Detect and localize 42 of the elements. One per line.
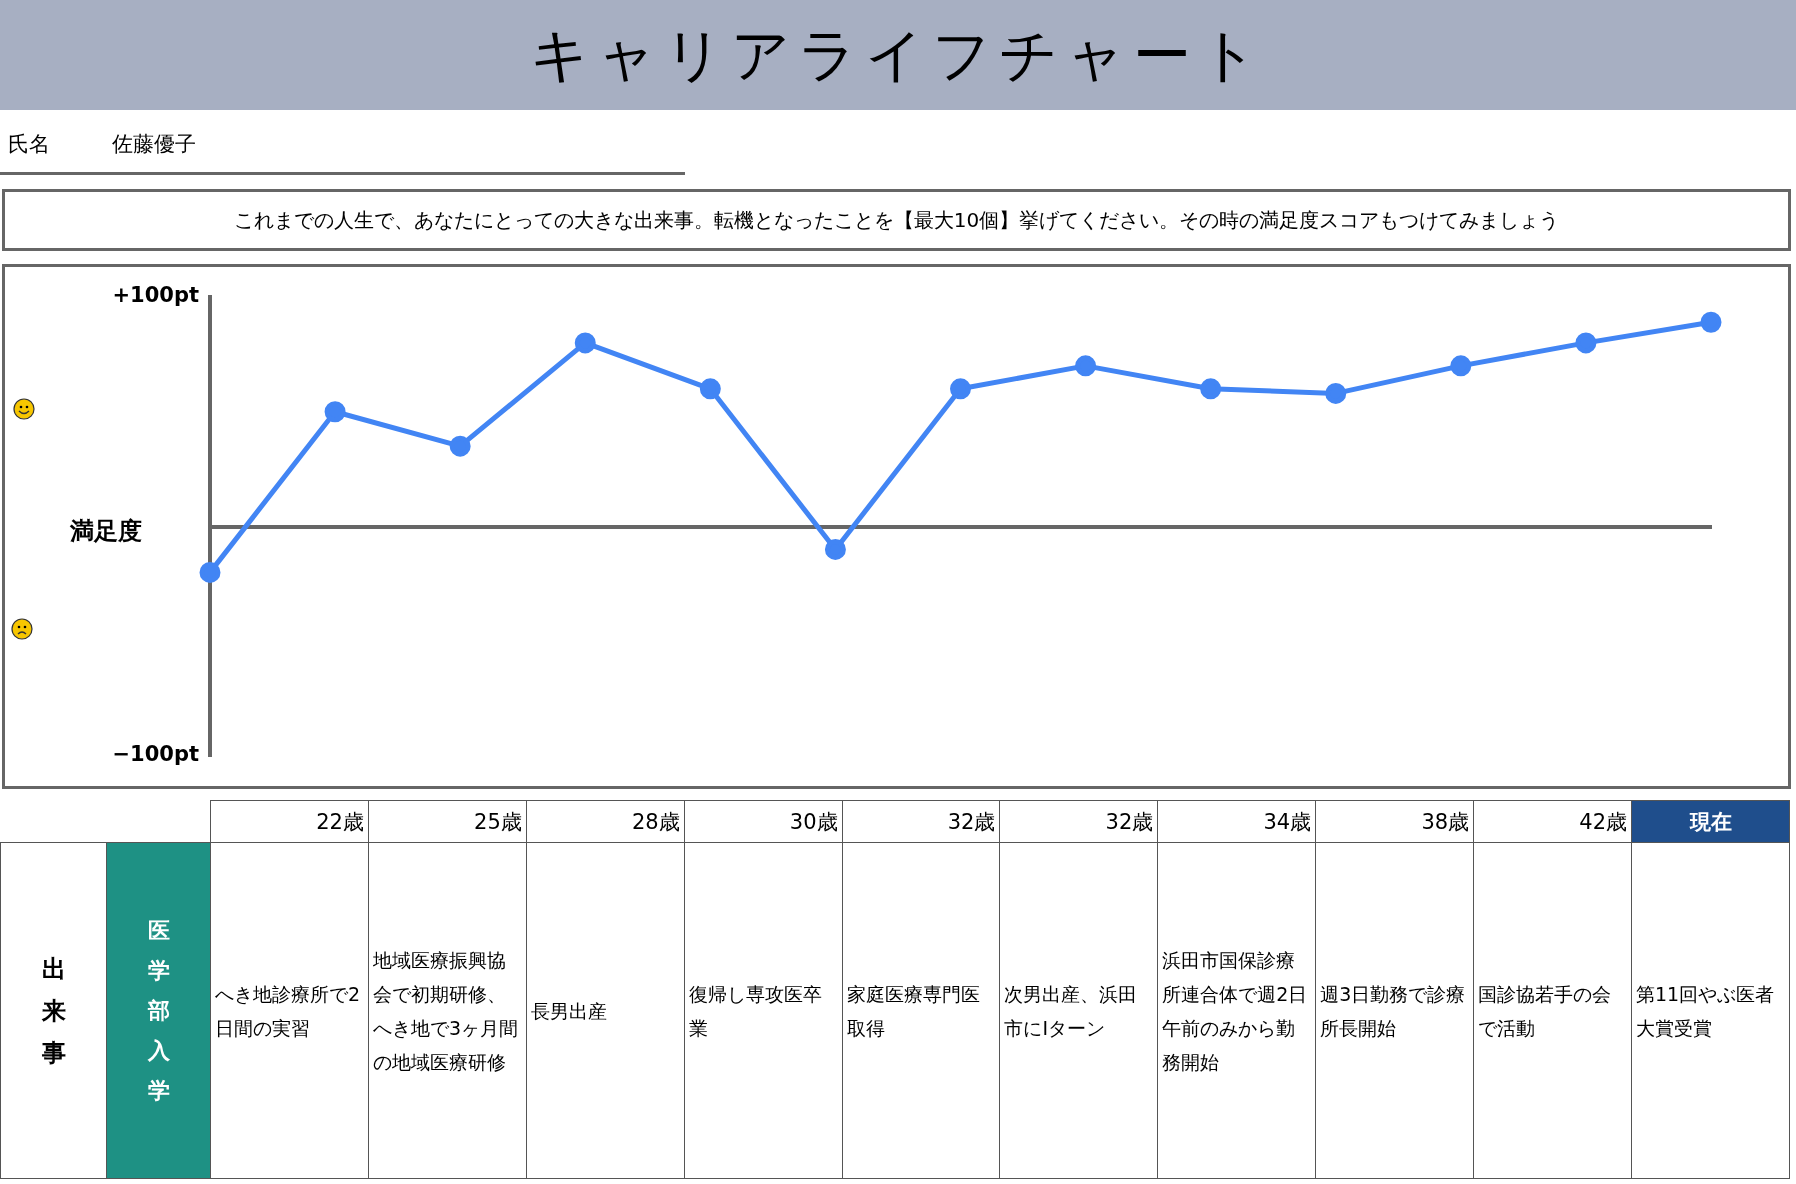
text: 32歳	[999, 800, 1158, 843]
point	[1325, 382, 1347, 404]
chart-title: キャリアライフチャート	[0, 0, 1796, 110]
point	[449, 435, 471, 457]
text: 次男出産、浜田市にIターン	[999, 842, 1158, 1179]
text: 22歳	[210, 800, 369, 843]
text: 42歳	[1473, 800, 1632, 843]
text: 現在	[1631, 800, 1790, 843]
text: 復帰し専攻医卒業	[684, 842, 843, 1179]
point	[1075, 355, 1097, 377]
text: 国診協若手の会で活動	[1473, 842, 1632, 1179]
text: 34歳	[1157, 800, 1316, 843]
text: 医学部入学	[106, 842, 211, 1179]
text: 佐藤優子	[112, 131, 196, 158]
y-axis-title: 満足度	[69, 516, 143, 547]
text: 28歳	[526, 800, 685, 843]
text: 25歳	[368, 800, 527, 843]
text: 氏名	[8, 131, 50, 158]
text: 第11回やぶ医者大賞受賞	[1631, 842, 1790, 1179]
text: 38歳	[1315, 800, 1474, 843]
point	[199, 561, 221, 583]
y-tick-label: −100pt	[112, 742, 199, 767]
text: 週3日勤務で診療所長開始	[1315, 842, 1474, 1179]
point	[324, 401, 346, 423]
point	[824, 538, 846, 560]
text: 家庭医療専門医取得	[842, 842, 1000, 1179]
point	[1450, 355, 1472, 377]
text: 32歳	[842, 800, 1000, 843]
point	[574, 332, 596, 354]
point	[1575, 332, 1597, 354]
text: 30歳	[684, 800, 843, 843]
text: 出来事	[0, 842, 107, 1179]
text: 地域医療振興協会で初期研修、へき地で3ヶ月間の地域医療研修	[368, 842, 527, 1179]
point	[1700, 311, 1722, 333]
text: これまでの人生で、あなたにとっての大きな出来事。転機となったことを【最大10個】挙げてください。その時の満足度スコアもつけてみましょう	[2, 189, 1791, 251]
point	[699, 378, 721, 400]
text: へき地診療所で2日間の実習	[210, 842, 369, 1179]
text: 浜田市国保診療所連合体で週2日午前のみから勤務開始	[1157, 842, 1316, 1179]
point	[1200, 378, 1222, 400]
point	[950, 378, 971, 400]
y-tick-label: +100pt	[112, 283, 199, 308]
text: 長男出産	[526, 842, 685, 1179]
